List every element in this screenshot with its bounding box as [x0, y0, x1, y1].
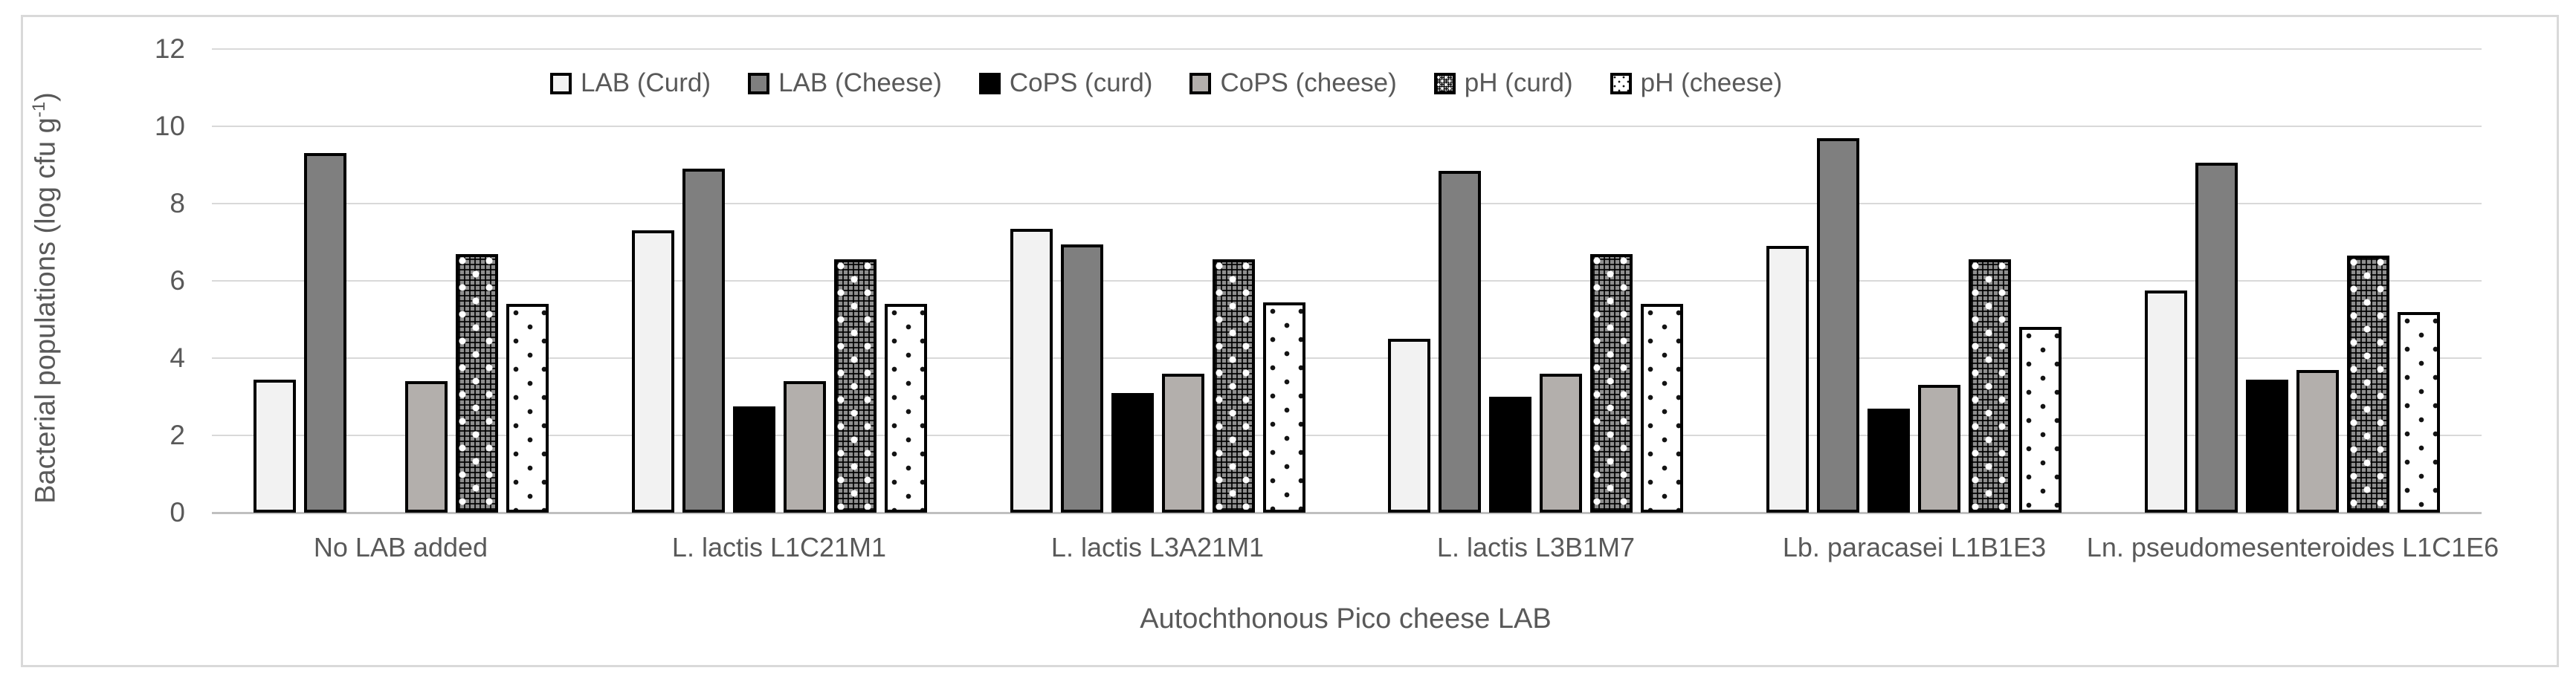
category-label-5: Lb. paracasei L1B1E3 — [1782, 532, 2047, 562]
bar-ph-cheese-group2 — [885, 304, 927, 513]
y-axis-title-superscript: -1 — [29, 101, 49, 118]
y-tick-label-12: 12 — [154, 33, 185, 64]
bar-cops-curd-group5 — [1868, 409, 1910, 513]
bar-ph-curd-group5 — [1969, 259, 2011, 513]
category-label-2: L. lactis L1C21M1 — [671, 532, 887, 562]
y-tick-label-8: 8 — [170, 188, 185, 218]
legend-label-cops-cheese: CoPS (cheese) — [1220, 68, 1397, 97]
legend-swatch-ph-cheese — [1610, 72, 1632, 94]
legend-item-ph-cheese: pH (cheese) — [1610, 68, 1783, 98]
legend-swatch-ph-curd — [1433, 72, 1456, 94]
bar-ph-cheese-group6 — [2398, 312, 2440, 513]
gridline-y4 — [212, 357, 2482, 359]
bar-cops-cheese-group6 — [2296, 370, 2339, 513]
gridline-y8 — [212, 203, 2482, 204]
legend-item-lab-curd: LAB (Curd) — [550, 68, 711, 98]
bar-cops-curd-group4 — [1489, 397, 1531, 513]
legend-swatch-cops-cheese — [1189, 72, 1212, 94]
bar-lab-cheese-group2 — [682, 169, 725, 513]
legend-item-cops-cheese: CoPS (cheese) — [1189, 68, 1397, 98]
legend-label-ph-cheese: pH (cheese) — [1640, 68, 1783, 97]
x-axis-title: Autochthonous Pico cheese LAB — [1140, 603, 1552, 635]
bar-ph-cheese-group5 — [2019, 327, 2062, 513]
legend-swatch-lab-curd — [550, 72, 572, 94]
category-label-1: No LAB added — [313, 532, 488, 562]
gridline-y10 — [212, 126, 2482, 127]
legend-swatch-cops-curd — [978, 72, 1001, 94]
legend-label-lab-curd: LAB (Curd) — [581, 68, 711, 97]
gridline-y12 — [212, 48, 2482, 50]
bar-lab-curd-group6 — [2145, 291, 2187, 513]
y-axis-title-main: Bacterial populations (log cfu g — [30, 117, 62, 504]
bar-cops-cheese-group2 — [784, 381, 826, 513]
bar-lab-cheese-group1 — [304, 153, 346, 513]
bar-ph-curd-group4 — [1590, 254, 1633, 513]
bar-lab-curd-group2 — [632, 230, 674, 513]
bar-lab-curd-group4 — [1388, 339, 1430, 513]
legend-label-ph-curd: pH (curd) — [1464, 68, 1573, 97]
chart-legend: LAB (Curd) LAB (Cheese) CoPS (curd) CoPS (c… — [550, 68, 1782, 98]
bar-cops-cheese-group5 — [1918, 385, 1960, 513]
bar-ph-curd-group2 — [834, 259, 877, 513]
bar-lab-curd-group3 — [1010, 229, 1053, 513]
bar-cops-curd-group3 — [1111, 393, 1154, 513]
bar-ph-cheese-group3 — [1263, 302, 1305, 513]
y-axis-title-close: ) — [30, 92, 62, 102]
bar-lab-cheese-group3 — [1061, 244, 1103, 513]
bar-ph-cheese-group1 — [506, 304, 549, 513]
bar-ph-curd-group1 — [456, 254, 498, 513]
y-tick-label-2: 2 — [170, 420, 185, 450]
category-label-3: L. lactis L3A21M1 — [1050, 532, 1265, 562]
legend-item-lab-cheese: LAB (Cheese) — [748, 68, 942, 98]
bar-ph-curd-group3 — [1213, 259, 1255, 513]
gridline-y6 — [212, 280, 2482, 282]
category-label-4: L. lactis L3B1M7 — [1436, 532, 1636, 562]
bar-lab-cheese-group5 — [1817, 138, 1859, 513]
bar-lab-curd-group1 — [254, 380, 296, 513]
bar-cops-curd-group6 — [2246, 380, 2288, 513]
y-axis-title: Bacterial populations (log cfu g-1) — [22, 38, 62, 558]
legend-item-cops-curd: CoPS (curd) — [978, 68, 1153, 98]
bar-lab-cheese-group6 — [2195, 163, 2238, 513]
bar-cops-curd-group2 — [733, 406, 775, 513]
bar-ph-curd-group6 — [2347, 256, 2389, 513]
legend-item-ph-curd: pH (curd) — [1433, 68, 1573, 98]
x-axis-line — [212, 512, 2482, 514]
bar-lab-curd-group5 — [1766, 246, 1809, 513]
bar-cops-cheese-group4 — [1540, 374, 1582, 513]
legend-label-cops-curd: CoPS (curd) — [1009, 68, 1153, 97]
y-tick-label-0: 0 — [170, 497, 185, 528]
y-tick-label-10: 10 — [154, 111, 185, 141]
bar-lab-cheese-group4 — [1439, 171, 1481, 513]
legend-swatch-lab-cheese — [748, 72, 770, 94]
legend-label-lab-cheese: LAB (Cheese) — [778, 68, 942, 97]
gridline-y2 — [212, 435, 2482, 436]
bar-cops-cheese-group1 — [405, 381, 448, 513]
bar-ph-cheese-group4 — [1641, 304, 1683, 513]
y-tick-label-4: 4 — [170, 343, 185, 373]
category-label-6: Ln. pseudomesenteroides L1C1E6 — [2086, 532, 2499, 562]
y-tick-label-6: 6 — [170, 265, 185, 296]
bar-cops-cheese-group3 — [1162, 374, 1204, 513]
